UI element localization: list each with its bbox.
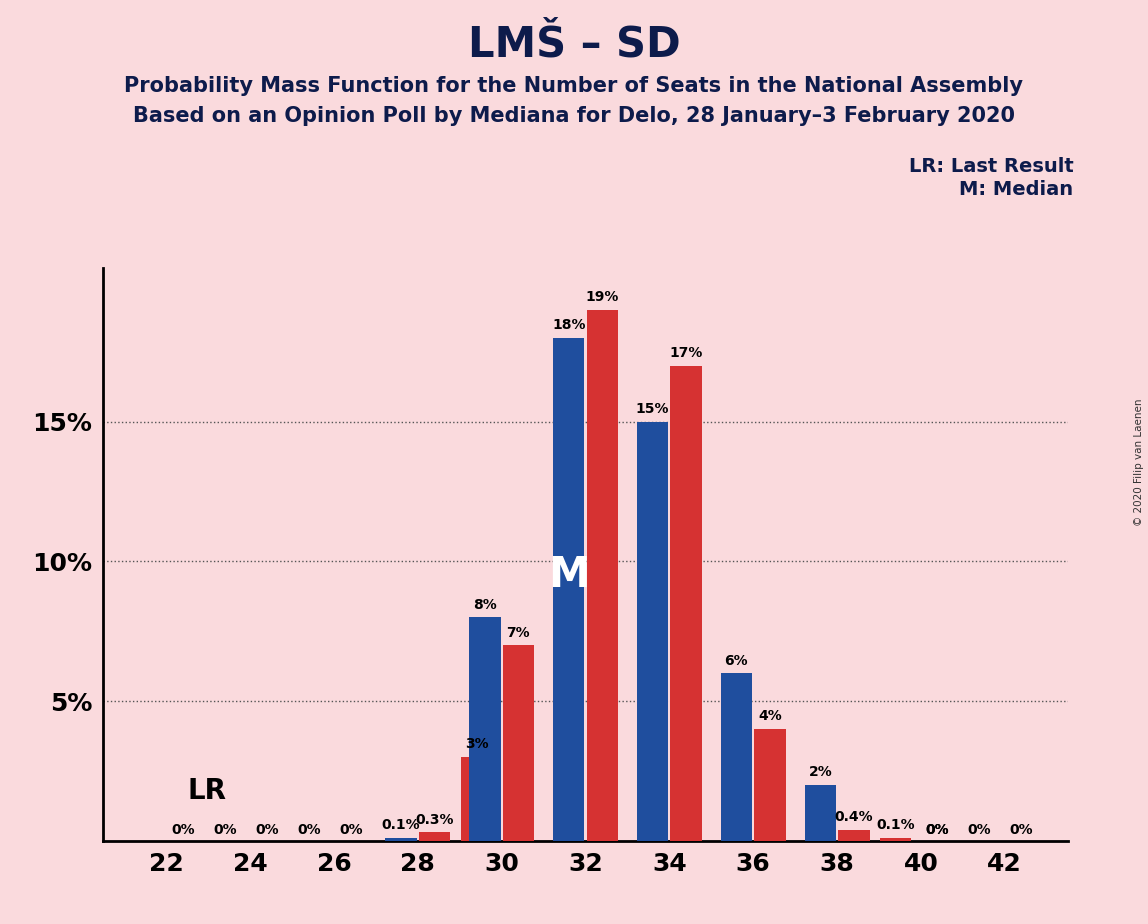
Bar <box>503 645 534 841</box>
Text: 0%: 0% <box>925 822 949 836</box>
Text: 8%: 8% <box>473 598 497 612</box>
Text: 3%: 3% <box>465 737 488 751</box>
Text: 0%: 0% <box>1010 822 1033 836</box>
Bar <box>721 674 752 841</box>
Text: 19%: 19% <box>585 290 619 304</box>
Text: 7%: 7% <box>506 626 530 639</box>
Text: 6%: 6% <box>724 653 748 667</box>
Text: 0.4%: 0.4% <box>835 810 874 824</box>
Bar <box>386 838 417 841</box>
Text: 4%: 4% <box>758 710 782 723</box>
Text: 0%: 0% <box>339 822 363 836</box>
Bar <box>470 617 501 841</box>
Text: LR: LR <box>187 776 226 805</box>
Text: M: Median: M: Median <box>960 180 1073 200</box>
Bar <box>637 421 668 841</box>
Bar <box>553 338 584 841</box>
Text: 0%: 0% <box>968 822 992 836</box>
Bar <box>754 729 785 841</box>
Bar <box>805 785 836 841</box>
Bar <box>881 838 912 841</box>
Text: 0.1%: 0.1% <box>381 819 420 833</box>
Text: 0.1%: 0.1% <box>876 819 915 833</box>
Text: 15%: 15% <box>636 402 669 416</box>
Text: 0%: 0% <box>214 822 236 836</box>
Text: 18%: 18% <box>552 318 585 333</box>
Bar <box>419 833 450 841</box>
Text: LMŠ – SD: LMŠ – SD <box>467 23 681 65</box>
Bar <box>587 310 618 841</box>
Text: Based on an Opinion Poll by Mediana for Delo, 28 January–3 February 2020: Based on an Opinion Poll by Mediana for … <box>133 106 1015 127</box>
Text: 0%: 0% <box>925 822 949 836</box>
Text: © 2020 Filip van Laenen: © 2020 Filip van Laenen <box>1134 398 1143 526</box>
Text: 0%: 0% <box>171 822 195 836</box>
Text: LR: Last Result: LR: Last Result <box>908 157 1073 176</box>
Text: Probability Mass Function for the Number of Seats in the National Assembly: Probability Mass Function for the Number… <box>124 76 1024 96</box>
Text: 17%: 17% <box>669 346 703 360</box>
Text: 0%: 0% <box>297 822 320 836</box>
Bar <box>670 366 701 841</box>
Bar <box>460 757 492 841</box>
Text: 0%: 0% <box>255 822 279 836</box>
Text: 0.3%: 0.3% <box>416 813 453 827</box>
Bar <box>838 830 869 841</box>
Text: M: M <box>548 554 589 596</box>
Text: 2%: 2% <box>808 765 832 779</box>
